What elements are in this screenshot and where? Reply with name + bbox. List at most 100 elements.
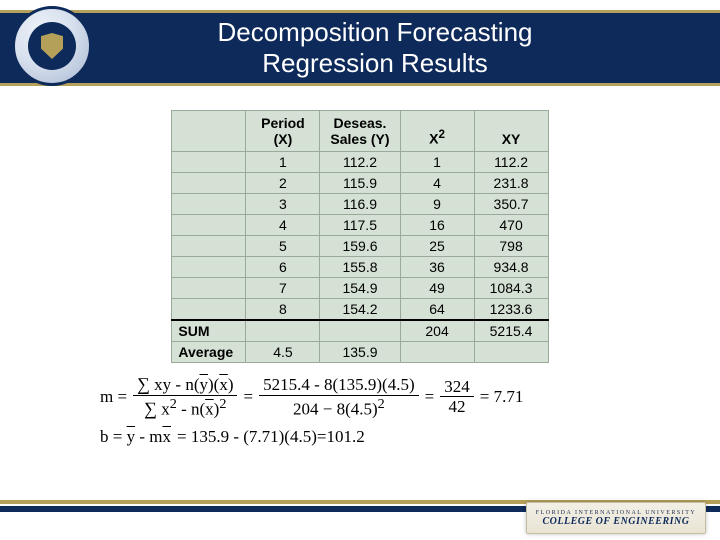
avg-row: Average 4.5 135.9 xyxy=(172,342,548,363)
cell-y: 155.8 xyxy=(320,257,400,278)
cell-xy: 350.7 xyxy=(474,194,548,215)
cell-x: 7 xyxy=(246,278,320,299)
sum-xy: 5215.4 xyxy=(474,320,548,342)
cell-x2: 9 xyxy=(400,194,474,215)
college-badge: FLORIDA INTERNATIONAL UNIVERSITY COLLEGE… xyxy=(526,502,706,534)
cell-x2: 4 xyxy=(400,173,474,194)
cell-label xyxy=(172,215,246,236)
cell-x2: 49 xyxy=(400,278,474,299)
m-den1: 204 − 8(4.5)2 xyxy=(289,396,389,419)
cell-x2: 25 xyxy=(400,236,474,257)
col-period: Period (X) xyxy=(246,111,320,152)
shield-icon xyxy=(41,33,63,59)
cell-x: 8 xyxy=(246,299,320,321)
table-body: 1112.21112.22115.94231.83116.99350.74117… xyxy=(172,152,548,321)
table-row: 3116.99350.7 xyxy=(172,194,548,215)
col-x2: X2 xyxy=(400,111,474,152)
slide-header: Decomposition Forecasting Regression Res… xyxy=(0,0,720,96)
cell-x: 6 xyxy=(246,257,320,278)
cell-label xyxy=(172,299,246,321)
cell-label xyxy=(172,173,246,194)
table-row: 8154.2641233.6 xyxy=(172,299,548,321)
cell-xy: 934.8 xyxy=(474,257,548,278)
header-bar: Decomposition Forecasting Regression Res… xyxy=(0,10,720,86)
b-label: b = y - mx xyxy=(100,427,171,447)
sum-y xyxy=(320,320,400,342)
cell-label xyxy=(172,236,246,257)
cell-x: 1 xyxy=(246,152,320,173)
cell-label xyxy=(172,152,246,173)
m-sym-den: ∑ x2 - n(x)2 xyxy=(140,396,230,419)
cell-y: 117.5 xyxy=(320,215,400,236)
avg-x2 xyxy=(400,342,474,363)
table-header-row: Period (X) Deseas. Sales (Y) X2 XY xyxy=(172,111,548,152)
m-numeric-frac: 5215.4 - 8(135.9)(4.5) 204 − 8(4.5)2 xyxy=(259,376,419,418)
cell-x: 4 xyxy=(246,215,320,236)
title-line-2: Regression Results xyxy=(262,48,487,78)
cell-y: 154.2 xyxy=(320,299,400,321)
cell-x2: 1 xyxy=(400,152,474,173)
m-symbolic-frac: ∑ xy - n(y)(x) ∑ x2 - n(x)2 xyxy=(133,375,237,418)
col-period-l1: Period xyxy=(261,115,305,131)
cell-x: 5 xyxy=(246,236,320,257)
table-row: 6155.836934.8 xyxy=(172,257,548,278)
equals-2: = xyxy=(425,387,435,407)
col-deseas-l1: Deseas. xyxy=(334,115,387,131)
seal-inner xyxy=(28,22,76,70)
title-line-1: Decomposition Forecasting xyxy=(217,17,532,47)
cell-x2: 16 xyxy=(400,215,474,236)
badge-line-2: COLLEGE OF ENGINEERING xyxy=(543,516,690,527)
col-xy: XY xyxy=(474,111,548,152)
cell-x: 3 xyxy=(246,194,320,215)
m-den2: 42 xyxy=(444,397,469,416)
cell-label xyxy=(172,257,246,278)
equals-1: = xyxy=(243,387,253,407)
intercept-equation: b = y - mx = 135.9 - (7.71)(4.5)=101.2 xyxy=(100,427,620,447)
sum-label: SUM xyxy=(172,320,246,342)
avg-y: 135.9 xyxy=(320,342,400,363)
slope-equation: m = ∑ xy - n(y)(x) ∑ x2 - n(x)2 = 5215.4… xyxy=(100,375,620,418)
m-num1: 5215.4 - 8(135.9)(4.5) xyxy=(259,376,419,396)
cell-label xyxy=(172,278,246,299)
cell-xy: 470 xyxy=(474,215,548,236)
m-simplified-frac: 324 42 xyxy=(440,378,474,417)
cell-y: 154.9 xyxy=(320,278,400,299)
regression-table: Period (X) Deseas. Sales (Y) X2 XY 1112.… xyxy=(171,110,548,363)
table-row: 4117.516470 xyxy=(172,215,548,236)
col-deseas: Deseas. Sales (Y) xyxy=(320,111,400,152)
slide-content: Period (X) Deseas. Sales (Y) X2 XY 1112.… xyxy=(0,96,720,455)
cell-xy: 112.2 xyxy=(474,152,548,173)
table-row: 2115.94231.8 xyxy=(172,173,548,194)
cell-xy: 798 xyxy=(474,236,548,257)
cell-label xyxy=(172,194,246,215)
cell-xy: 1084.3 xyxy=(474,278,548,299)
avg-label: Average xyxy=(172,342,246,363)
m-sym-num: ∑ xy - n(y)(x) xyxy=(133,375,237,396)
col-period-l2: (X) xyxy=(274,131,293,147)
avg-xy xyxy=(474,342,548,363)
cell-y: 115.9 xyxy=(320,173,400,194)
col-blank xyxy=(172,111,246,152)
cell-x2: 64 xyxy=(400,299,474,321)
cell-y: 112.2 xyxy=(320,152,400,173)
m-num2: 324 xyxy=(440,378,474,398)
m-result: = 7.71 xyxy=(480,387,524,407)
cell-xy: 231.8 xyxy=(474,173,548,194)
col-deseas-l2: Sales (Y) xyxy=(330,131,389,147)
sum-row: SUM 204 5215.4 xyxy=(172,320,548,342)
cell-xy: 1233.6 xyxy=(474,299,548,321)
university-seal xyxy=(12,6,92,86)
cell-y: 159.6 xyxy=(320,236,400,257)
avg-x: 4.5 xyxy=(246,342,320,363)
b-text: = 135.9 - (7.71)(4.5)=101.2 xyxy=(177,427,365,447)
sum-x2: 204 xyxy=(400,320,474,342)
table-row: 1112.21112.2 xyxy=(172,152,548,173)
sum-x xyxy=(246,320,320,342)
cell-x: 2 xyxy=(246,173,320,194)
table-row: 5159.625798 xyxy=(172,236,548,257)
equations-block: m = ∑ xy - n(y)(x) ∑ x2 - n(x)2 = 5215.4… xyxy=(100,375,620,454)
col-x2-sup: 2 xyxy=(438,128,444,141)
cell-x2: 36 xyxy=(400,257,474,278)
table-row: 7154.9491084.3 xyxy=(172,278,548,299)
cell-y: 116.9 xyxy=(320,194,400,215)
